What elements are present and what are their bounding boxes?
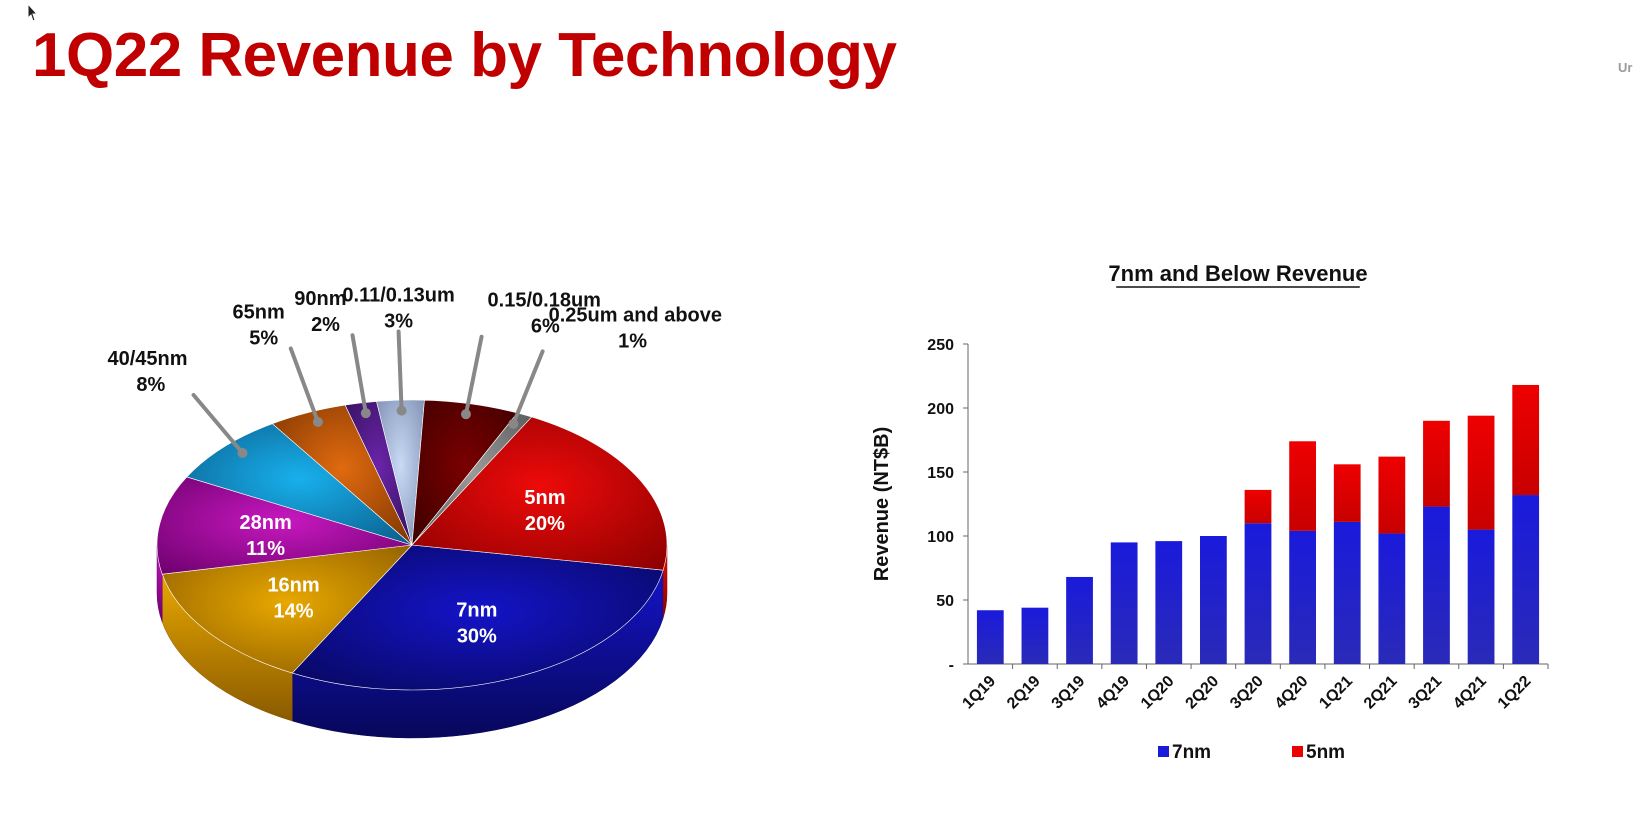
- y-tick-label-100: 100: [927, 529, 954, 546]
- pie-leader-0-25um-and-above: [511, 349, 545, 426]
- pie-slice-5nm: [411, 416, 668, 571]
- pie-leader-dot-0-11-0-13um: [396, 405, 407, 416]
- bar-5nm-4q20: [1289, 441, 1316, 531]
- pie-leader-dot-0-25um-and-above: [508, 418, 519, 429]
- bar-chart-title: 7nm and Below Revenue: [1108, 261, 1367, 286]
- mouse-cursor-icon: [24, 2, 42, 29]
- pie-leader-65nm: [288, 346, 320, 424]
- bar-7nm-1q22: [1512, 495, 1540, 664]
- pie-value-16nm: 14%: [274, 600, 314, 622]
- pie-slice-16nm: [161, 544, 413, 674]
- bar-chart: 7nm and Below Revenue Revenue (NT$B) - 50 10…: [871, 261, 1549, 763]
- pie-value-0-15-0-18um: 6%: [531, 316, 560, 338]
- bar-7nm-3q20: [1244, 523, 1272, 664]
- bar-5nm-2q21: [1378, 456, 1406, 534]
- x-tick-label-1q19: 1Q19: [959, 673, 999, 713]
- pie-slice-7nm: [291, 544, 664, 691]
- x-tick-label-3q21: 3Q21: [1406, 673, 1446, 713]
- pie-label-40-45nm: 40/45nm: [108, 348, 188, 370]
- pie-value-28nm: 11%: [246, 538, 285, 560]
- pie-label-65nm: 65nm: [232, 301, 284, 323]
- pie-label-90nm: 90nm: [294, 288, 346, 310]
- pie-leader-0-15-0-18um: [463, 334, 484, 417]
- pie-value-40-45nm: 8%: [136, 374, 165, 396]
- x-tick-label-1q20: 1Q20: [1138, 673, 1178, 713]
- bar-7nm-1q20: [1155, 541, 1183, 664]
- pie-value-0-11-0-13um: 3%: [384, 310, 413, 332]
- x-tick-label-4q20: 4Q20: [1272, 673, 1312, 713]
- bar-7nm-3q21: [1423, 506, 1450, 664]
- pie-value-0-25um-and-above: 1%: [618, 330, 647, 352]
- bar-7nm-2q19: [1021, 607, 1049, 664]
- bar-5nm-1q21: [1333, 464, 1361, 522]
- x-tick-label-3q19: 3Q19: [1049, 673, 1089, 713]
- x-tick-label-2q20: 2Q20: [1183, 673, 1223, 713]
- pie-slice-28nm: [156, 476, 413, 575]
- pie-label-28nm: 28nm: [239, 512, 291, 534]
- y-tick-label--: -: [949, 657, 954, 674]
- bar-7nm-3q19: [1066, 576, 1093, 664]
- pie-value-5nm: 20%: [525, 513, 565, 535]
- pie-leader-dot-65nm: [312, 416, 323, 427]
- pie-label-0-15-0-18um: 0.15/0.18um: [488, 290, 601, 312]
- page-title: 1Q22 Revenue by Technology: [32, 21, 897, 90]
- bar-5nm-3q21: [1423, 420, 1450, 507]
- pie-leader-dot-0-15-0-18um: [460, 409, 471, 420]
- x-tick-label-4q21: 4Q21: [1450, 673, 1490, 713]
- bar-7nm-4q19: [1110, 542, 1138, 664]
- bar-7nm-2q20: [1200, 536, 1227, 664]
- y-tick-label-250: 250: [927, 337, 954, 354]
- bar-7nm-4q20: [1289, 530, 1316, 664]
- pie-leader-0-11-0-13um: [396, 329, 404, 413]
- legend-swatch-5nm: [1292, 746, 1303, 757]
- corner-text: Ur: [1618, 60, 1633, 75]
- x-tick-label-1q22: 1Q22: [1495, 673, 1535, 713]
- bar-5nm-1q22: [1512, 384, 1540, 496]
- legend-label-5nm: 5nm: [1306, 742, 1345, 763]
- bar-5nm-4q21: [1467, 415, 1495, 530]
- y-tick-label-50: 50: [936, 593, 954, 610]
- pie-value-90nm: 2%: [311, 314, 340, 336]
- pie-leader-dot-90nm: [360, 408, 371, 419]
- y-axis-label: Revenue (NT$B): [871, 427, 893, 581]
- bar-7nm-1q19: [976, 610, 1004, 664]
- pie-leader-90nm: [350, 333, 368, 416]
- x-tick-label-3q20: 3Q20: [1227, 673, 1267, 713]
- y-tick-label-150: 150: [927, 465, 954, 482]
- bar-7nm-4q21: [1467, 529, 1495, 664]
- pie-label-0-25um-and-above: 0.25um and above: [549, 304, 722, 326]
- x-tick-label-4q19: 4Q19: [1093, 673, 1133, 713]
- pie-value-7nm: 30%: [457, 626, 497, 648]
- pie-chart: 7nm 30% 16nm 14% 28nm 11% 40/45nm 8% 65nm 5% 90nm 2…: [108, 284, 722, 739]
- pie-value-65nm: 5%: [249, 327, 278, 349]
- pie-label-5nm: 5nm: [524, 487, 565, 509]
- pie-label-7nm: 7nm: [456, 600, 497, 622]
- legend-label-7nm: 7nm: [1172, 742, 1211, 763]
- pie-label-16nm: 16nm: [267, 574, 319, 596]
- bar-5nm-3q20: [1244, 489, 1272, 524]
- bar-7nm-2q21: [1378, 533, 1406, 664]
- pie-leader-dot-40-45nm: [237, 448, 248, 459]
- y-tick-label-200: 200: [927, 401, 954, 418]
- x-tick-label-2q19: 2Q19: [1004, 673, 1044, 713]
- x-tick-label-1q21: 1Q21: [1316, 673, 1356, 713]
- x-tick-label-2q21: 2Q21: [1361, 673, 1401, 713]
- bar-7nm-1q21: [1333, 521, 1361, 664]
- legend-swatch-7nm: [1158, 746, 1169, 757]
- pie-label-0-11-0-13um: 0.11/0.13um: [342, 284, 454, 306]
- pie-leader-40-45nm: [191, 393, 245, 456]
